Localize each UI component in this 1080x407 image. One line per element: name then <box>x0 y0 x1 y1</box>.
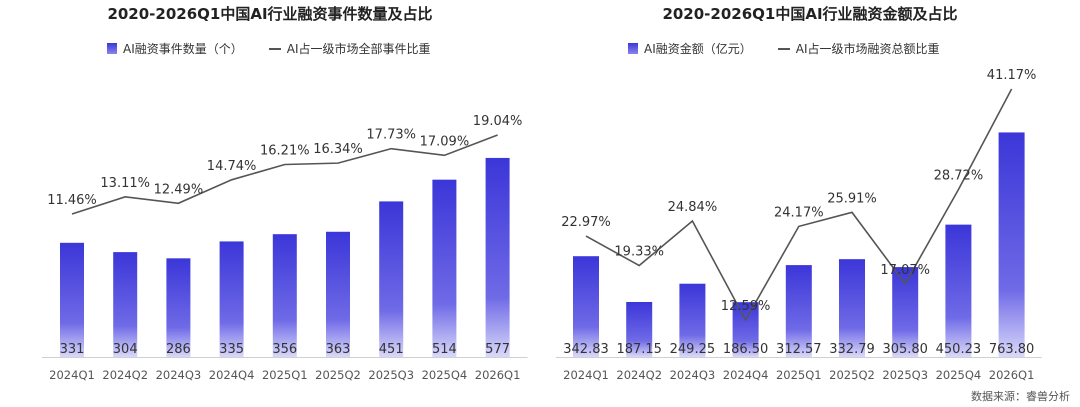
chart-title-left: 2020-2026Q1中国AI行业融资事件数量及占比 <box>107 5 433 23</box>
line-value-label: 17.07% <box>880 263 930 278</box>
line-value-label: 14.74% <box>207 159 257 174</box>
line-legend-swatch <box>268 47 281 50</box>
chart-title-right: 2020-2026Q1中国AI行业融资金额及占比 <box>662 5 958 23</box>
legend-line-label: AI占一级市场融资总额比重 <box>795 42 940 56</box>
legend-line-label: AI占一级市场全部事件比重 <box>286 42 431 56</box>
bar <box>166 258 191 357</box>
line-legend-swatch <box>777 47 790 50</box>
x-tick-label: 2025Q1 <box>776 368 822 382</box>
line-value-label: 16.34% <box>313 142 363 157</box>
x-tick-label: 2024Q3 <box>670 368 716 382</box>
bar-value-label: 186.50 <box>723 342 769 357</box>
line-value-label: 24.17% <box>774 205 824 220</box>
line-value-label: 11.46% <box>47 193 97 208</box>
bar-value-label: 363 <box>326 342 351 357</box>
bar-value-label: 356 <box>272 342 297 357</box>
line-value-label: 17.73% <box>366 128 416 143</box>
x-tick-label: 2025Q4 <box>422 368 468 382</box>
legend-bar-label: AI融资事件数量（个） <box>123 42 243 56</box>
bar <box>679 283 706 357</box>
bar-value-label: 249.25 <box>670 342 716 357</box>
bar <box>272 234 297 357</box>
bar <box>785 265 812 357</box>
bar-value-label: 450.23 <box>936 342 982 357</box>
x-tick-label: 2025Q4 <box>936 368 982 382</box>
chart-right: 342.83 2024Q1 187.15 2024Q2 249.25 2024Q3 186.… <box>556 68 1042 382</box>
bar-value-label: 312.57 <box>776 342 822 357</box>
x-tick-label: 2025Q3 <box>882 368 928 382</box>
bar <box>432 179 457 357</box>
line-value-label: 25.91% <box>827 191 877 206</box>
bar <box>573 256 599 357</box>
x-tick-label: 2024Q1 <box>49 368 95 382</box>
line-value-label: 41.17% <box>987 68 1037 83</box>
legend-right: AI融资金额（亿元） AI占一级市场融资总额比重 <box>628 40 940 57</box>
x-tick-label: 2024Q1 <box>563 368 609 382</box>
x-tick-label: 2025Q2 <box>315 368 361 382</box>
bar <box>945 224 972 357</box>
x-tick-label: 2024Q4 <box>723 368 769 382</box>
bar-legend-swatch <box>107 43 117 54</box>
share-line <box>71 134 498 215</box>
bar <box>998 132 1025 357</box>
x-tick-label: 2024Q4 <box>209 368 255 382</box>
bar-value-label: 305.80 <box>882 342 928 357</box>
bar <box>732 302 759 357</box>
line-value-label: 19.33% <box>614 245 664 260</box>
line-value-label: 12.49% <box>154 182 204 197</box>
x-tick-label: 2026Q1 <box>475 368 521 382</box>
bar <box>485 157 510 357</box>
bar-value-label: 187.15 <box>616 342 662 357</box>
bar <box>326 231 350 357</box>
bar-value-label: 332.79 <box>829 342 875 357</box>
bar <box>839 259 865 357</box>
x-tick-label: 2024Q3 <box>156 368 202 382</box>
x-tick-label: 2025Q1 <box>262 368 308 382</box>
bar <box>113 252 138 357</box>
legend-bar-label: AI融资金额（亿元） <box>644 42 752 56</box>
bar-legend-swatch <box>628 43 638 54</box>
bar-value-label: 763.80 <box>989 342 1035 357</box>
chart-left: 331 2024Q1 304 2024Q2 286 2024Q3 335 2024Q4 356 2… <box>42 114 528 382</box>
line-value-label: 22.97% <box>561 215 611 230</box>
bar-value-label: 286 <box>166 342 191 357</box>
bar <box>379 201 404 357</box>
bar-value-label: 304 <box>113 342 138 357</box>
data-source-note: 数据来源：睿兽分析 <box>971 390 1070 403</box>
bar-value-label: 331 <box>60 342 85 357</box>
bar-value-label: 451 <box>379 342 404 357</box>
line-value-label: 19.04% <box>473 114 523 129</box>
line-value-label: 16.21% <box>260 143 310 158</box>
line-value-label: 24.84% <box>668 200 718 215</box>
line-value-label: 28.72% <box>934 169 984 184</box>
line-value-label: 13.11% <box>100 176 150 191</box>
bar <box>60 242 84 357</box>
share-line <box>585 88 1013 322</box>
line-value-label: 12.59% <box>721 299 771 314</box>
bar <box>626 301 653 357</box>
x-tick-label: 2025Q3 <box>368 368 414 382</box>
bar-value-label: 342.83 <box>563 342 609 357</box>
legend-left: AI融资事件数量（个） AI占一级市场全部事件比重 <box>107 40 431 57</box>
line-value-label: 17.09% <box>420 134 470 149</box>
x-tick-label: 2025Q2 <box>829 368 875 382</box>
bar <box>892 267 919 357</box>
bar-value-label: 577 <box>485 342 510 357</box>
bar-value-label: 335 <box>219 342 244 357</box>
x-tick-label: 2026Q1 <box>989 368 1035 382</box>
x-tick-label: 2024Q2 <box>102 368 148 382</box>
bar-value-label: 514 <box>432 342 457 357</box>
bar <box>219 241 244 357</box>
x-tick-label: 2024Q2 <box>616 368 662 382</box>
